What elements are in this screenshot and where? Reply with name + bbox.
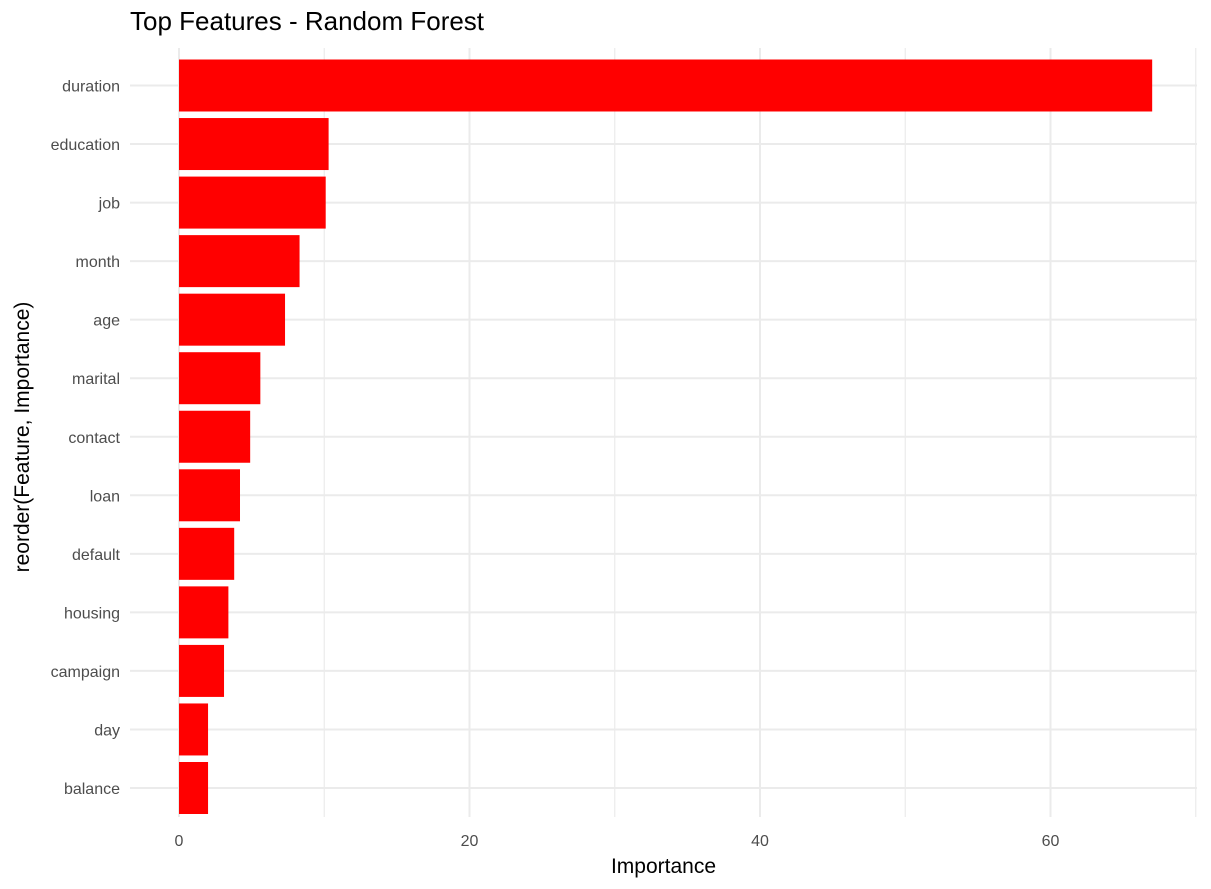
y-tick-label: default — [72, 547, 121, 564]
x-axis-title: Importance — [611, 855, 716, 878]
bar-loan — [179, 469, 241, 522]
bar-campaign — [179, 644, 225, 697]
y-tick-label: loan — [90, 488, 120, 505]
chart-title: Top Features - Random Forest — [130, 6, 485, 36]
x-tick-label: 40 — [751, 833, 769, 850]
bar-job — [179, 176, 326, 229]
y-tick-label: month — [76, 254, 120, 271]
y-tick-label: marital — [72, 371, 120, 388]
bar-housing — [179, 586, 229, 639]
bar-duration — [179, 59, 1153, 112]
y-tick-label: education — [51, 137, 120, 154]
bar-age — [179, 293, 286, 346]
y-tick-label: day — [94, 722, 120, 739]
bar-default — [179, 527, 235, 580]
y-tick-label: balance — [64, 781, 120, 798]
x-tick-labels: 0 20 40 60 — [175, 833, 1060, 850]
y-axis-title: reorder(Feature, Importance) — [11, 302, 34, 573]
bars — [179, 59, 1153, 814]
y-tick-label: age — [93, 313, 120, 330]
x-tick-label: 20 — [461, 833, 479, 850]
y-tick-label: campaign — [51, 664, 120, 681]
bar-marital — [179, 352, 261, 405]
bar-contact — [179, 410, 251, 463]
x-tick-label: 0 — [175, 833, 184, 850]
y-tick-label: contact — [68, 430, 120, 447]
bar-day — [179, 703, 209, 756]
bar-balance — [179, 762, 209, 814]
bar-education — [179, 118, 329, 171]
y-tick-label: job — [98, 196, 120, 213]
y-tick-labels: duration education job month age marital conta… — [51, 79, 121, 799]
bar-month — [179, 235, 300, 288]
y-tick-label: duration — [62, 79, 120, 96]
x-tick-label: 60 — [1042, 833, 1060, 850]
y-tick-label: housing — [64, 605, 120, 622]
